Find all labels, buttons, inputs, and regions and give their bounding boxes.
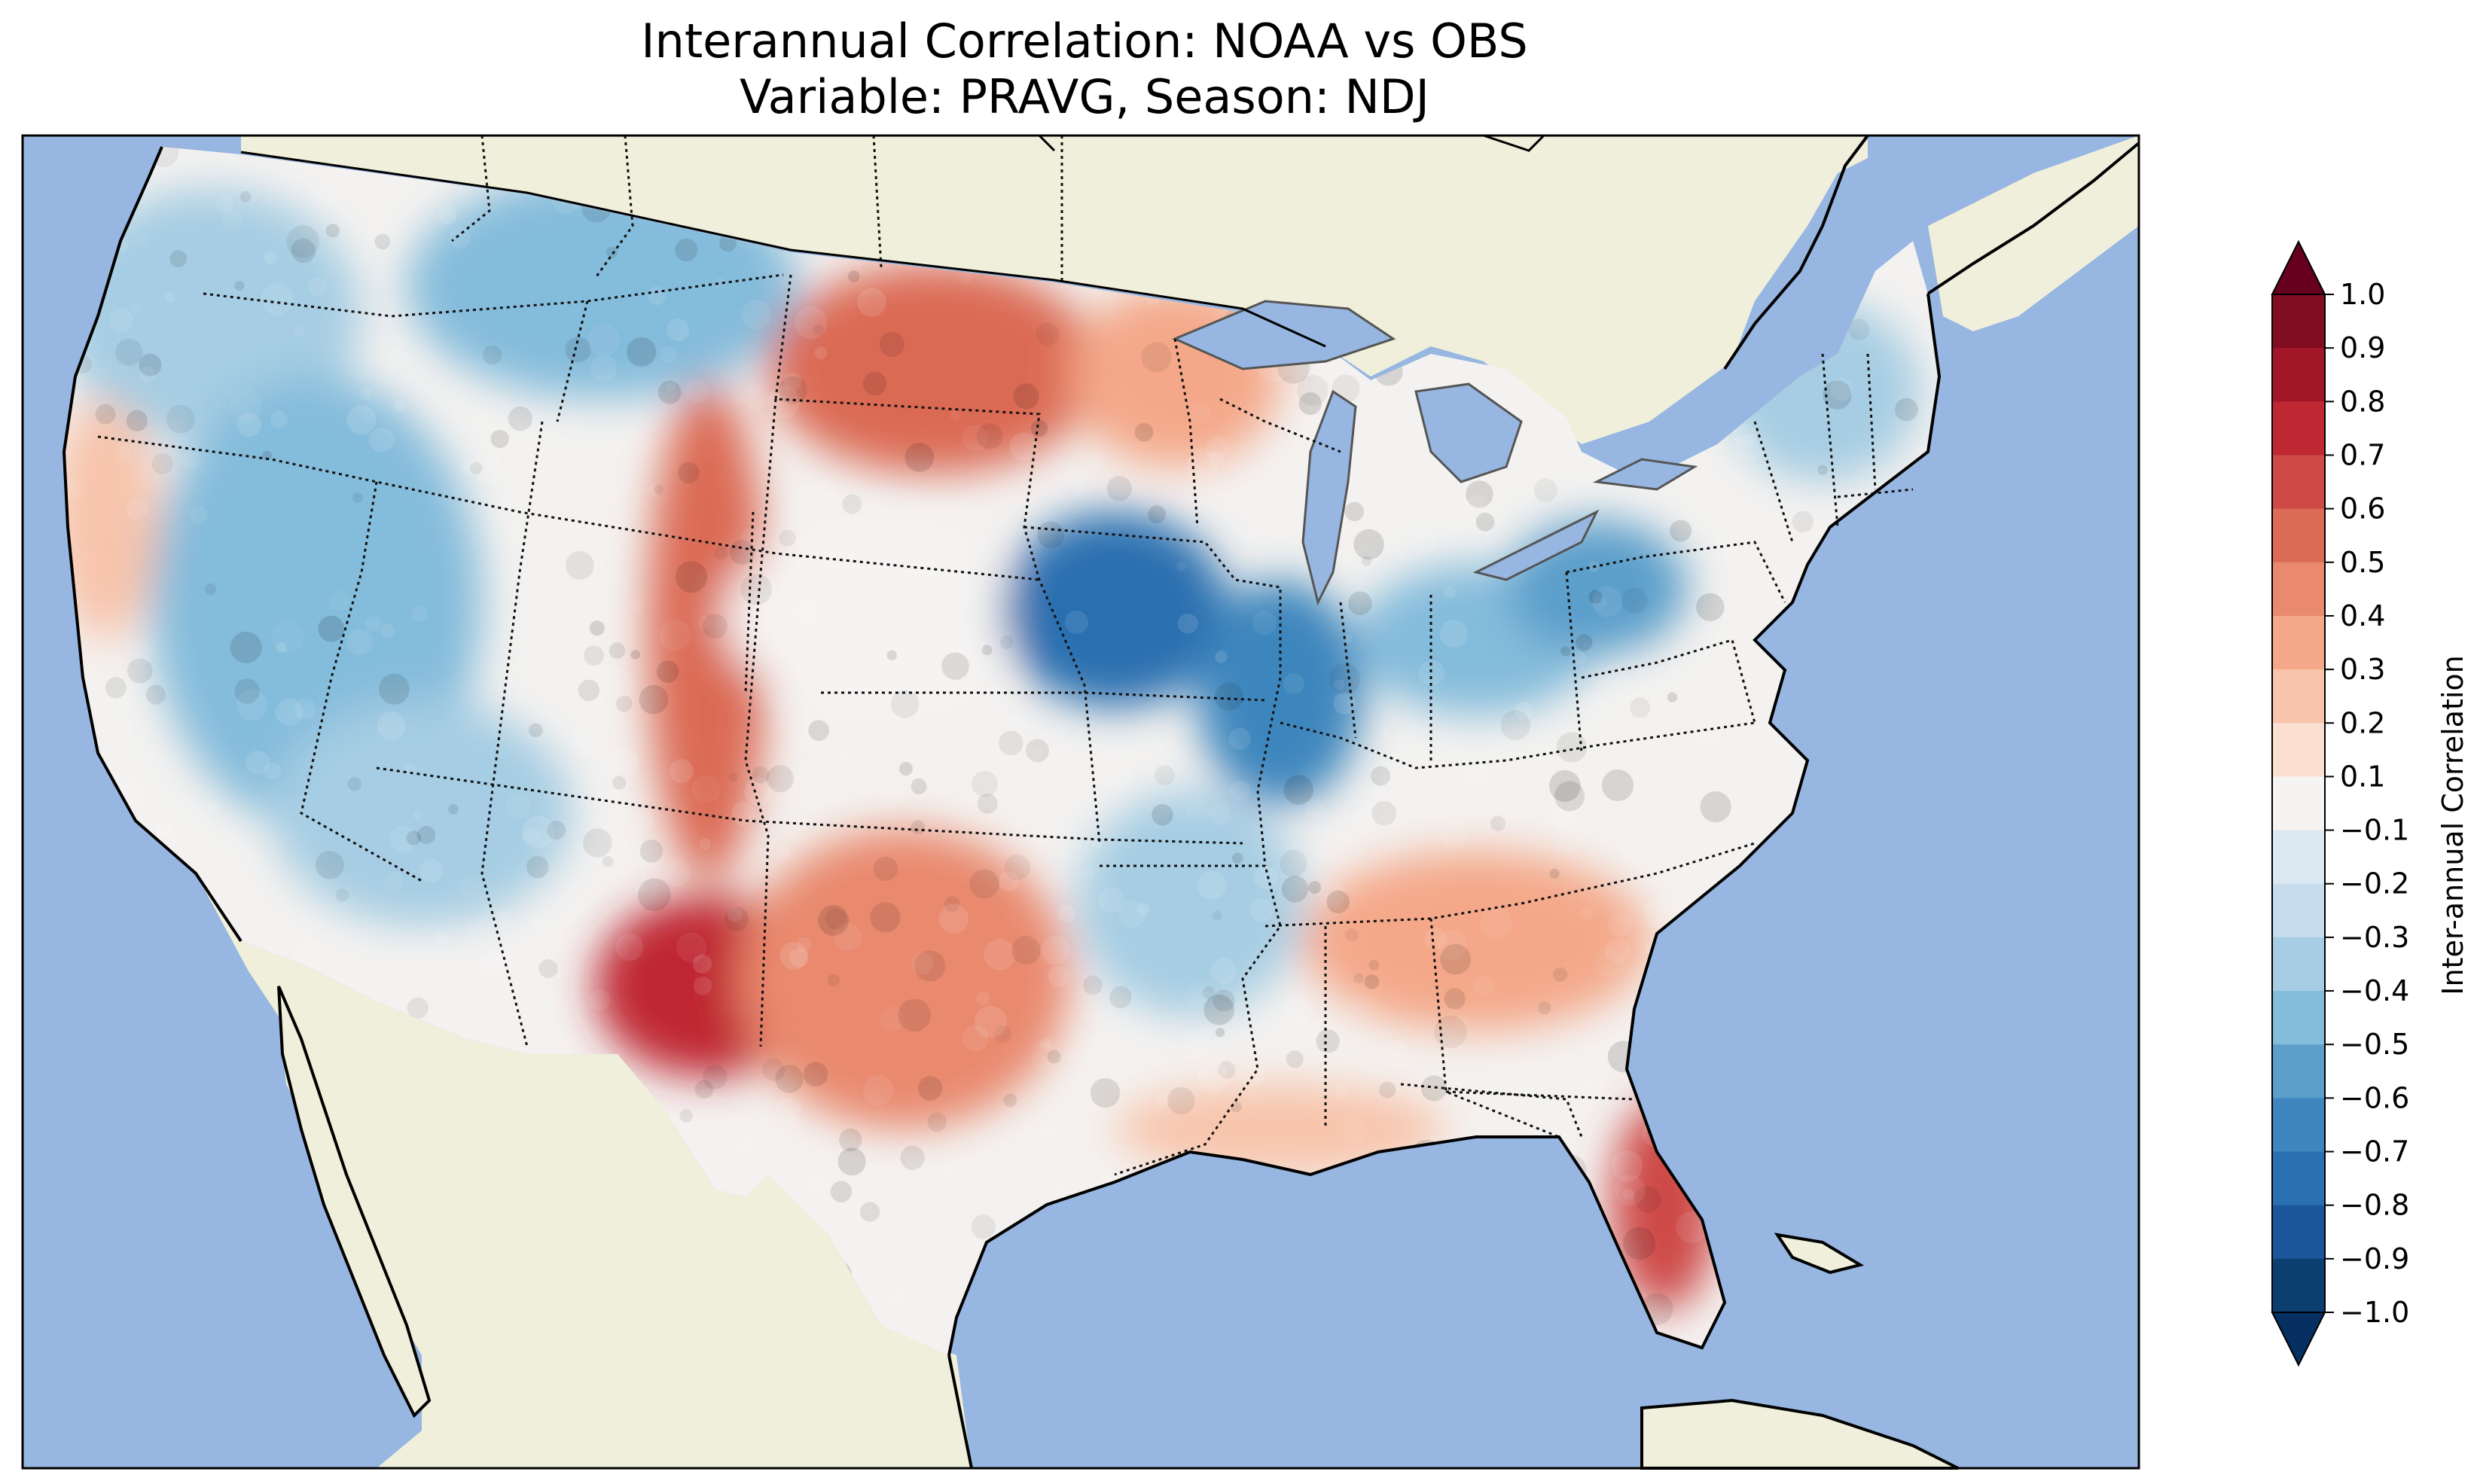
bahamas-islands xyxy=(1774,1233,1865,1275)
colorbar-segment xyxy=(2272,830,2325,885)
colorbar-segment xyxy=(2272,401,2325,456)
lake-huron xyxy=(1414,382,1523,483)
colorbar-segment xyxy=(2272,348,2325,402)
lake-superior xyxy=(1172,300,1396,370)
colorbar-tick-label: −0.1 xyxy=(2340,814,2409,847)
colorbar-segment xyxy=(2272,1044,2325,1099)
colorbar-segment xyxy=(2272,991,2325,1045)
colorbar-label: Inter-annual Correlation xyxy=(2436,655,2469,995)
map-frame xyxy=(21,134,2140,1470)
colorbar-segment xyxy=(2272,455,2325,510)
colorbar-tick-label: −0.8 xyxy=(2340,1189,2409,1222)
baja-peninsula xyxy=(277,986,432,1418)
colorbar-tick-label: 0.6 xyxy=(2340,492,2385,526)
colorbar-segment xyxy=(2272,562,2325,617)
region-illinois xyxy=(1197,580,1363,806)
colorbar-tick-label: 0.5 xyxy=(2340,546,2385,579)
colorbar-segment xyxy=(2272,1205,2325,1260)
canada-coastline xyxy=(1723,134,2140,370)
us-canada-border xyxy=(240,151,1326,348)
colorbar-segment xyxy=(2272,937,2325,992)
colorbar-tick-label: −0.4 xyxy=(2340,974,2409,1007)
colorbar-tick-label: 0.1 xyxy=(2340,760,2385,793)
region-central-texas xyxy=(738,828,1069,1129)
colorbar: 1.0 0.9 0.8 0.7 0.6 0.5 0.4 0.3 0.2 0.1 −0.1 −0.2 −0… xyxy=(2271,239,2409,1367)
colorbar-tick-label: −1.0 xyxy=(2340,1296,2409,1329)
region-southeast-georgia xyxy=(1303,851,1649,1031)
colorbar-tick-label: 0.7 xyxy=(2340,438,2385,471)
colorbar-segment xyxy=(2272,615,2325,670)
hudson-bay-edge xyxy=(1038,134,1545,152)
colorbar-extend-top xyxy=(2271,239,2326,295)
colorbar-tick-label: −0.5 xyxy=(2340,1028,2409,1061)
region-central-plains xyxy=(723,527,1024,708)
region-southwest xyxy=(271,700,572,926)
region-iowa-missouri xyxy=(1002,512,1228,708)
colorbar-tick-label: −0.9 xyxy=(2340,1242,2409,1275)
figure-title: Interannual Correlation: NOAA vs OBS Var… xyxy=(0,14,2169,125)
colorbar-extend-bottom xyxy=(2271,1312,2326,1367)
colorbar-segment xyxy=(2272,776,2325,831)
colorbar-segment xyxy=(2272,669,2325,724)
region-lower-mississippi xyxy=(1077,791,1303,1016)
colorbar-segment xyxy=(2272,1151,2325,1206)
colorbar-tick-label: −0.7 xyxy=(2340,1135,2409,1169)
colorbar-tick-label: 0.9 xyxy=(2340,331,2385,364)
colorbar-tick-label: 0.2 xyxy=(2340,706,2385,739)
lake-ontario xyxy=(1592,458,1698,491)
atlantic-gulf-coastline xyxy=(947,293,1942,1356)
title-line-1: Interannual Correlation: NOAA vs OBS xyxy=(641,14,1528,69)
colorbar-segment xyxy=(2272,1258,2325,1313)
colorbar-segment xyxy=(2272,508,2325,563)
colorbar-segment xyxy=(2272,294,2325,349)
colorbar-segment xyxy=(2272,1098,2325,1153)
colorbar-tick-label: 1.0 xyxy=(2340,278,2385,311)
great-lakes xyxy=(1172,300,1698,606)
mexico-land xyxy=(196,873,972,1468)
region-dakotas xyxy=(768,264,1100,474)
region-california-coast xyxy=(64,399,158,640)
state-borders xyxy=(97,135,1914,1176)
mexico-gulf-coastline xyxy=(947,1354,973,1469)
canada-land xyxy=(241,136,1868,444)
region-appalachians xyxy=(1506,520,1687,655)
title-line-2: Variable: PRAVG, Season: NDJ xyxy=(740,69,1429,124)
lake-erie xyxy=(1472,509,1600,581)
colorbar-tick-label: −0.6 xyxy=(2340,1081,2409,1114)
region-front-range-colorado-wyoming- xyxy=(648,384,768,881)
colorbar-tick-label: 0.3 xyxy=(2340,653,2385,686)
pacific-coastline xyxy=(62,146,243,943)
colorbar-tick-label: −0.2 xyxy=(2340,867,2409,900)
colorbar-segment xyxy=(2272,883,2325,938)
colorbar-tick-label: 0.4 xyxy=(2340,599,2385,632)
maritimes-land xyxy=(1928,136,2139,331)
colorbar-tick-label: 0.8 xyxy=(2340,385,2385,418)
region-pacific-northwest xyxy=(64,188,361,444)
colorbar-tick-label: −0.3 xyxy=(2340,921,2409,954)
lake-michigan xyxy=(1301,389,1357,606)
colorbar-segment xyxy=(2272,723,2325,778)
